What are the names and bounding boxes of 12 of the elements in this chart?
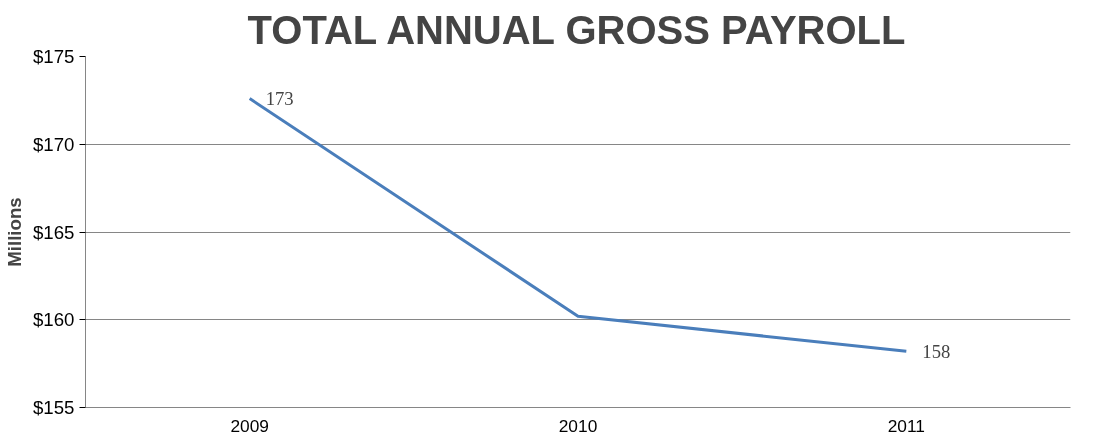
x-tick-label: 2011 xyxy=(887,415,925,436)
y-axis-title: Millions xyxy=(4,197,25,267)
y-tick-label: $160 xyxy=(33,309,75,331)
y-tick-label: $170 xyxy=(33,133,75,155)
data-label: 173 xyxy=(265,88,294,110)
y-tick-label: $165 xyxy=(33,221,75,243)
y-tick-label: $155 xyxy=(33,397,75,418)
data-label: 158 xyxy=(922,340,951,362)
y-tick-label: $175 xyxy=(33,46,75,67)
chart-title: TOTAL ANNUAL GROSS PAYROLL xyxy=(247,7,906,52)
x-tick-label: 2009 xyxy=(230,415,269,436)
x-tick-label: 2010 xyxy=(558,415,598,436)
